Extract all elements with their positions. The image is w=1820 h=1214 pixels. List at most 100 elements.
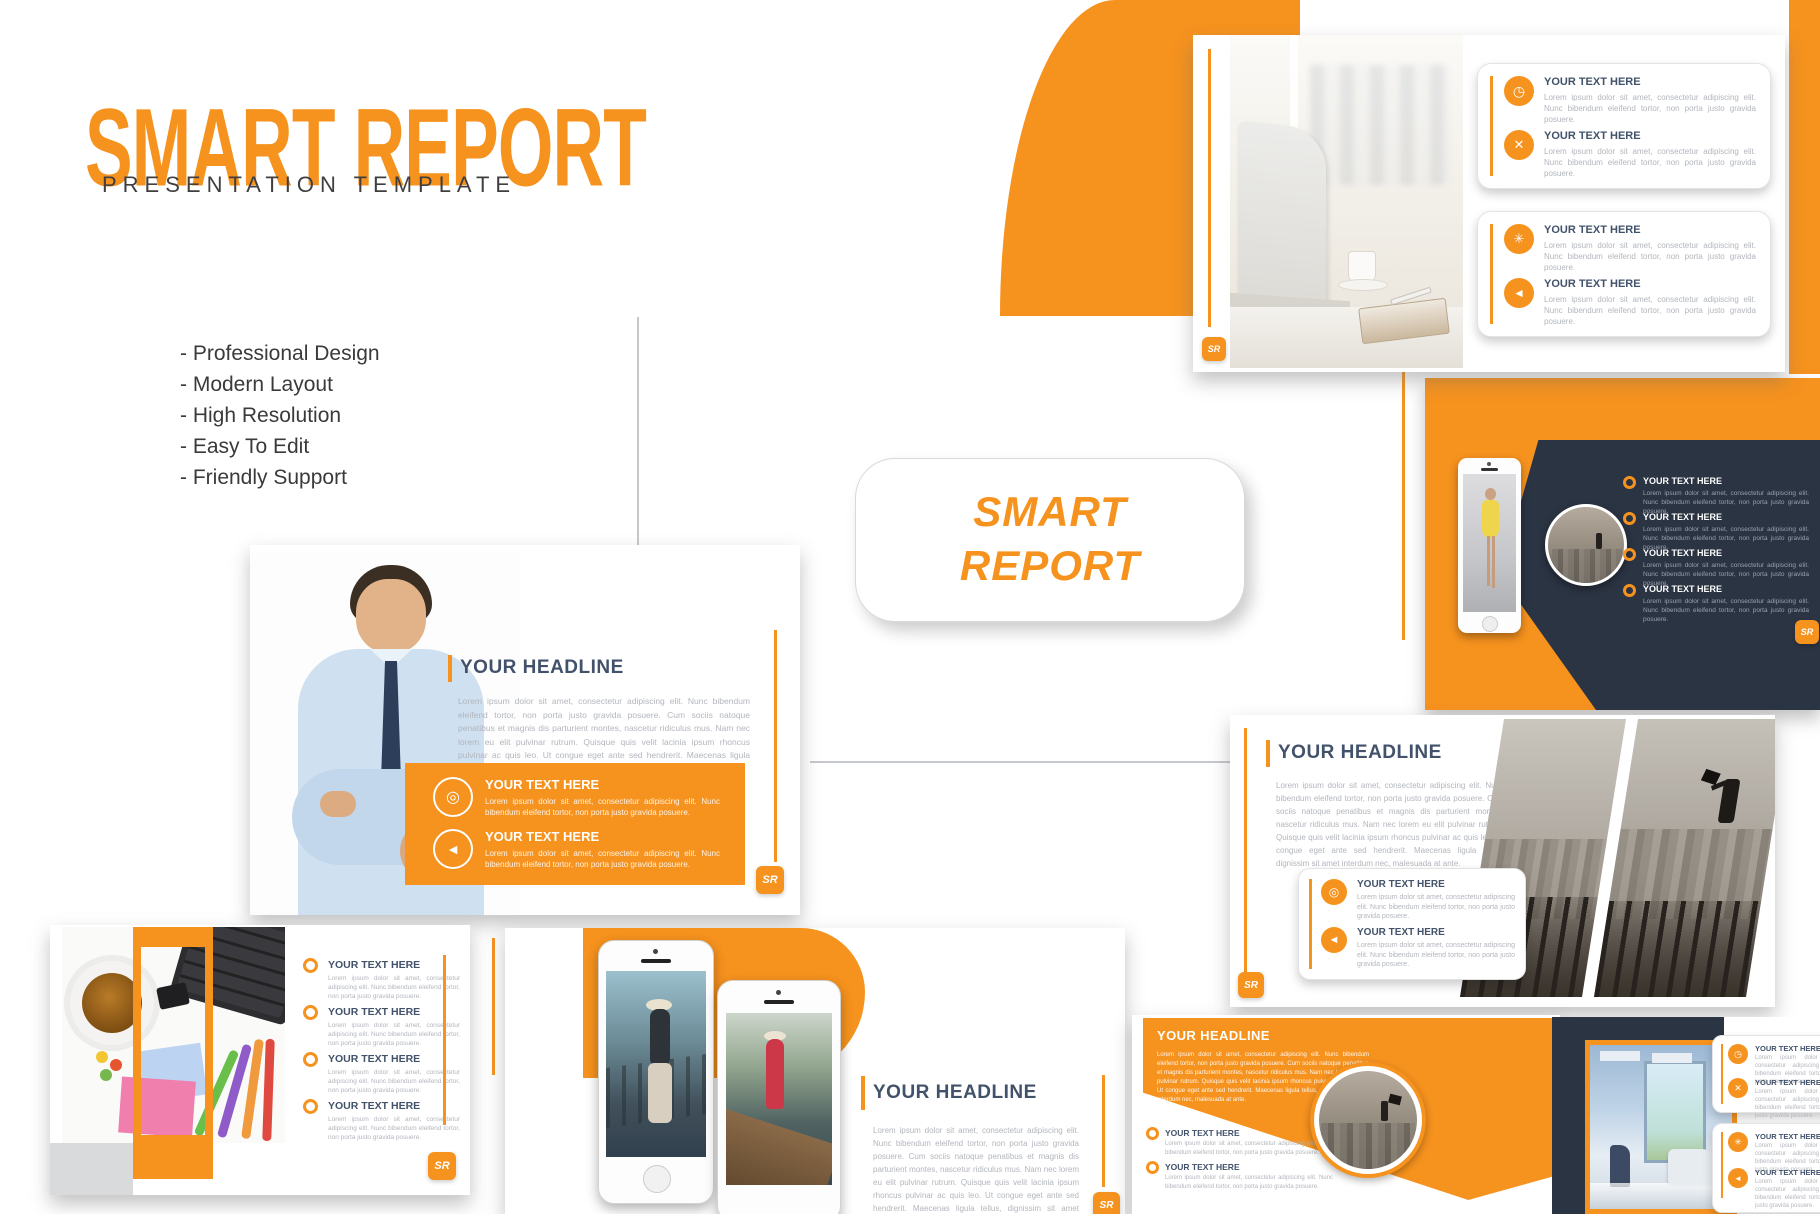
figure-hat: [764, 1031, 786, 1041]
orange-corner-block: [133, 1143, 213, 1179]
card-item-title: YOUR TEXT HERE: [1544, 224, 1641, 236]
megaphone-icon: ◄: [1504, 278, 1534, 308]
center-card-line1: SMART: [973, 488, 1127, 535]
phone-camera-dot: [1487, 462, 1491, 466]
slide-office-cards: ◷ YOUR TEXT HERE Lorem ipsum dolor sit a…: [1193, 35, 1785, 372]
accent-line-bottom-left: [492, 938, 495, 1075]
list-item-title: YOUR TEXT HERE: [328, 1100, 421, 1112]
list-item-title: YOUR TEXT HERE: [1643, 548, 1723, 558]
card-item-body: Lorem ipsum dolor sit amet, consectetur …: [1544, 147, 1756, 178]
phone-home-button: [643, 1165, 671, 1193]
feature-item: - High Resolution: [180, 404, 342, 427]
coffee-cup: [1348, 251, 1376, 283]
iphone-mockup: [717, 980, 841, 1214]
accent-line: [1490, 76, 1493, 176]
list-item-title: YOUR TEXT HERE: [328, 959, 421, 971]
accent-line: [1309, 879, 1312, 969]
card-item-body: Lorem ipsum dolor sit amet, consectetur …: [1755, 1089, 1820, 1119]
clock-icon: ◷: [1728, 1044, 1748, 1064]
slide-headline: YOUR HEADLINE: [873, 1082, 1037, 1103]
list-item-title: YOUR TEXT HERE: [1643, 512, 1723, 522]
circle-city-photo: [1545, 504, 1627, 586]
feature-list: - Professional Design - Modern Layout - …: [180, 338, 380, 493]
slide-desk-list: YOUR TEXT HERE Lorem ipsum dolor sit ame…: [50, 925, 470, 1195]
brand-title: SMART REPORT: [85, 85, 647, 210]
feature-item: - Professional Design: [180, 342, 380, 365]
card-item-body: Lorem ipsum dolor sit amet, consectetur …: [1755, 1055, 1820, 1085]
feature-item: - Modern Layout: [180, 373, 333, 396]
list-item-body: Lorem ipsum dolor sit amet, consectetur …: [328, 1069, 460, 1094]
slide-paragraph: Lorem ipsum dolor sit amet, consectetur …: [1276, 781, 1504, 868]
rooftop-photo-panel: [1593, 719, 1775, 997]
card-item-body: Lorem ipsum dolor sit amet, consectetur …: [1544, 295, 1756, 326]
figure-body: [650, 1009, 670, 1067]
card-item-title: YOUR TEXT HERE: [1755, 1132, 1820, 1141]
orange-content-box: ◎ YOUR TEXT HERE Lorem ipsum dolor sit a…: [405, 763, 745, 885]
figure-skirt: [648, 1063, 672, 1123]
figure-dress: [1482, 500, 1499, 538]
figure-hat: [646, 999, 672, 1011]
card-item-body: Lorem ipsum dolor sit amet, consectetur …: [1755, 1179, 1820, 1209]
vertical-divider-line: [637, 317, 639, 618]
window: [1644, 1061, 1706, 1163]
box-item-title: YOUR TEXT HERE: [485, 777, 600, 792]
text-card: ✳ YOUR TEXT HERE Lorem ipsum dolor sit a…: [1477, 211, 1771, 337]
accent-line-right: [1402, 345, 1405, 640]
slide-orange-navy: YOUR TEXT HERE Lorem ipsum dolor sit ame…: [1425, 378, 1820, 710]
circle-photo-ring: [1310, 1062, 1426, 1178]
chair: [1610, 1145, 1630, 1187]
yellow-dress-photo: [1463, 474, 1516, 612]
card-item-body: Lorem ipsum dolor sit amet, consectetur …: [1544, 93, 1756, 124]
ring-bullet-icon: [303, 1052, 318, 1067]
center-title-card: SMART REPORT: [855, 458, 1245, 622]
pencil-red: [262, 1038, 275, 1142]
card-item-body: Lorem ipsum dolor sit amet, consectetur …: [1357, 942, 1515, 968]
text-card: ✳ YOUR TEXT HERE Lorem ipsum dolor sit a…: [1712, 1123, 1820, 1213]
accent-line: [1721, 1044, 1723, 1104]
gear-icon: ✳: [1728, 1132, 1748, 1152]
list-item-body: Lorem ipsum dolor sit amet, consectetur …: [1643, 562, 1809, 587]
push-pins: [96, 1051, 108, 1063]
box-item-body: Lorem ipsum dolor sit amet, consectetur …: [485, 797, 720, 817]
card-item-title: YOUR TEXT HERE: [1544, 130, 1641, 142]
slide-phones: YOUR HEADLINE Lorem ipsum dolor sit amet…: [505, 928, 1125, 1214]
list-item-title: YOUR TEXT HERE: [1643, 476, 1723, 486]
slide-paragraph-mini: Lorem ipsum dolor sit amet, consectetur …: [1157, 1052, 1369, 1103]
list-item-title: YOUR TEXT HERE: [328, 1006, 421, 1018]
slide-headline: YOUR HEADLINE: [1278, 742, 1442, 763]
list-item-title: YOUR TEXT HERE: [1643, 584, 1723, 594]
sr-logo-badge: SR: [756, 866, 784, 894]
fence: [1593, 901, 1762, 997]
slide-businessman: YOUR HEADLINE Lorem ipsum dolor sit amet…: [250, 545, 800, 915]
text-card: ◎ YOUR TEXT HERE Lorem ipsum dolor sit a…: [1298, 868, 1526, 980]
sr-logo-badge: SR: [1202, 337, 1226, 361]
figure-head: [1485, 488, 1496, 500]
card-item-title: YOUR TEXT HERE: [1755, 1168, 1820, 1177]
list-item-body: Lorem ipsum dolor sit amet, consectetur …: [1643, 598, 1809, 623]
orange-edge-sliver: [1789, 0, 1820, 374]
feature-item: - Friendly Support: [180, 466, 347, 489]
figure-legs: [1492, 536, 1495, 588]
figure-legs: [1487, 536, 1490, 586]
card-item-body: Lorem ipsum dolor sit amet, consectetur …: [1544, 241, 1756, 272]
room-interior-photo: [1585, 1040, 1737, 1214]
circle-city-photo: [1319, 1071, 1417, 1169]
boardwalk: [726, 1109, 832, 1185]
orange-frame: [133, 927, 213, 1143]
iphone-mockup: [598, 940, 714, 1204]
jacket-flag: [1388, 1093, 1402, 1106]
slide-paragraph: Lorem ipsum dolor sit amet, consectetur …: [873, 1126, 1079, 1213]
ring-bullet-icon: [1623, 584, 1636, 597]
red-dress-photo: [726, 1013, 832, 1185]
sr-logo-badge: SR: [1093, 1192, 1120, 1214]
text-card: ◷ YOUR TEXT HERE Lorem ipsum dolor sit a…: [1712, 1035, 1820, 1119]
list-item-body: Lorem ipsum dolor sit amet, consectetur …: [1165, 1141, 1333, 1156]
phone-camera-dot: [653, 949, 658, 954]
sr-logo-badge: SR: [1795, 620, 1819, 644]
ring-bullet-icon: [1623, 512, 1636, 525]
list-item-title: YOUR TEXT HERE: [328, 1053, 421, 1065]
desk: [1668, 1149, 1716, 1183]
list-item-body: Lorem ipsum dolor sit amet, consectetur …: [1643, 526, 1809, 551]
headline-bar: [861, 1076, 865, 1110]
